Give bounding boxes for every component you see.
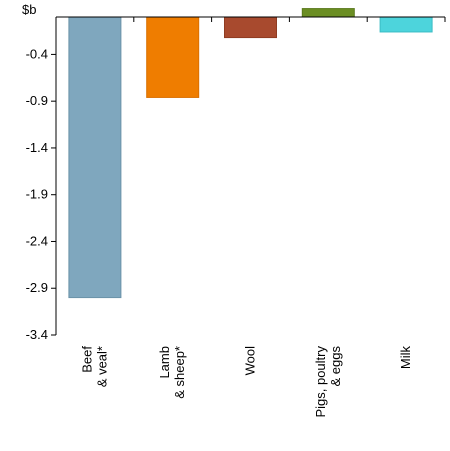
- y-axis-unit-label: $b: [22, 2, 36, 17]
- y-tick-label: -3.4: [26, 327, 48, 342]
- category-label: Beef: [79, 346, 94, 373]
- bar-wool: [224, 16, 277, 39]
- y-tick-label: -1.9: [26, 187, 48, 202]
- y-tick-label: -0.9: [26, 93, 48, 108]
- category-label: Milk: [398, 346, 413, 370]
- category-label: Lamb: [157, 346, 172, 379]
- category-label: Wool: [243, 346, 258, 375]
- category-label: & sheep*: [172, 346, 187, 399]
- y-tick-label: -1.4: [26, 140, 48, 155]
- bar-lamb: [146, 16, 200, 98]
- category-label: & eggs: [328, 346, 343, 387]
- bar-beef: [68, 16, 122, 299]
- category-label: Pigs, poultry: [313, 346, 328, 418]
- y-tick-label: -2.9: [26, 280, 48, 295]
- y-tick-label: -2.4: [26, 233, 48, 248]
- bar-pigs-poultry: [301, 8, 355, 18]
- category-label: & veal*: [94, 346, 109, 387]
- bar-milk: [379, 16, 433, 33]
- y-tick-label: -0.4: [26, 46, 48, 61]
